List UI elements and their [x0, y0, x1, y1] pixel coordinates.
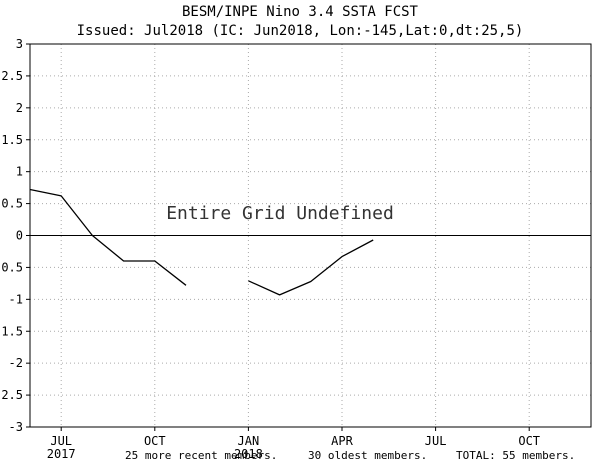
- grid: [30, 44, 591, 427]
- plot-frame: [29, 43, 592, 428]
- y-tick-label: 1.5: [1, 133, 23, 147]
- x-tick-label: JUL: [50, 434, 72, 448]
- footer-oldest: 30 oldest members.: [308, 449, 427, 462]
- y-tick-label: 0: [16, 229, 23, 243]
- y-tick-label: -0.5: [0, 260, 23, 274]
- series-layer: [29, 188, 374, 296]
- series-line: [29, 188, 187, 286]
- y-tick-label: 2: [16, 101, 23, 115]
- x-tick-label: JAN: [238, 434, 260, 448]
- y-tick-label: -3: [9, 420, 23, 434]
- y-tick-label: -1.5: [0, 324, 23, 338]
- undefined-annotation: Entire Grid Undefined: [166, 203, 394, 224]
- footer-total: TOTAL: 55 members.: [456, 449, 575, 462]
- y-tick-label: 1: [16, 165, 23, 179]
- series-line: [248, 239, 374, 296]
- x-tick-label: APR: [331, 434, 353, 448]
- y-tick-label: 2.5: [1, 69, 23, 83]
- y-tick-label: -2: [9, 356, 23, 370]
- x-tick-year: 2018: [234, 447, 263, 461]
- y-tick-label: -1: [9, 292, 23, 306]
- x-tick-label: OCT: [518, 434, 540, 448]
- chart-title: BESM/INPE Nino 3.4 SSTA FCST: [182, 4, 419, 20]
- y-tick-label: 3: [16, 37, 23, 51]
- x-tick-label: OCT: [144, 434, 166, 448]
- footer-recent: 25 more recent members.: [125, 449, 277, 462]
- x-tick-year: 2017: [47, 447, 76, 461]
- y-tick-label: -2.5: [0, 388, 23, 402]
- y-axis: 3 2.5 2 1.5 1 0.5 0 -0.5 -1 -1.5 -2 -2.5 -3: [0, 37, 30, 434]
- chart-subtitle: Issued: Jul2018 (IC: Jun2018, Lon:-145,L…: [77, 23, 524, 39]
- y-tick-label: 0.5: [1, 197, 23, 211]
- x-tick-label: JUL: [425, 434, 447, 448]
